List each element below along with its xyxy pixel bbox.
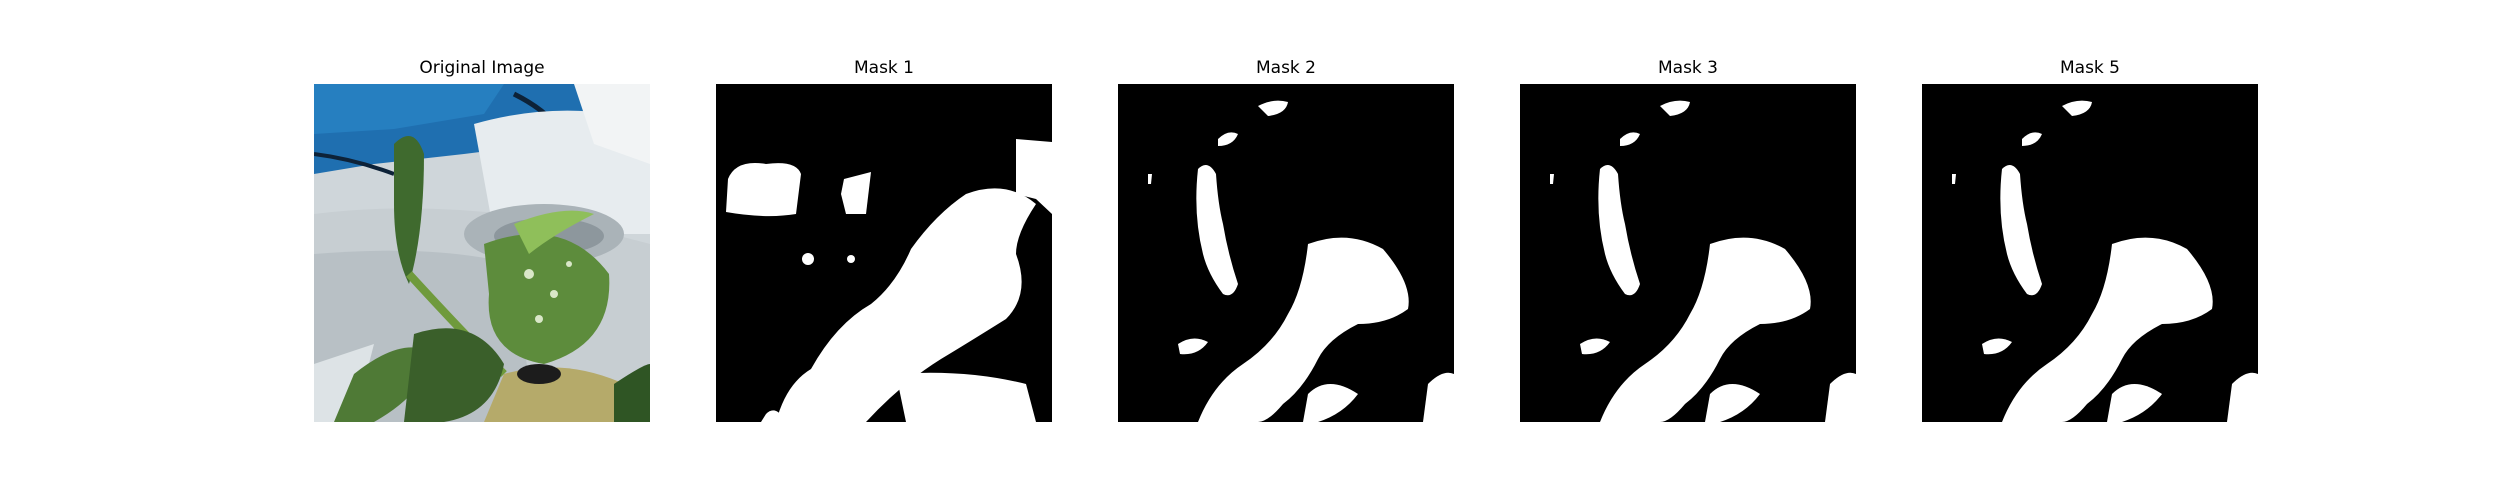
mask-3-image [1520, 84, 1856, 422]
mask-2-panel: Mask 2 [1118, 57, 1454, 422]
panel-title-mask-5: Mask 5 [2059, 58, 2120, 78]
panel-title-mask-3: Mask 3 [1657, 58, 1718, 78]
mask-2-image [1118, 84, 1454, 422]
mask-3-panel: Mask 3 [1520, 57, 1856, 422]
panel-title-mask-1: Mask 1 [853, 58, 914, 78]
panel-title-mask-2: Mask 2 [1255, 58, 1316, 78]
mask-5-image [1922, 84, 2258, 422]
mask-1-image [716, 84, 1052, 422]
mask-5-panel: Mask 5 [1922, 57, 2258, 422]
original-image-panel: Original Image [314, 57, 650, 422]
mask-1-panel: Mask 1 [716, 57, 1052, 422]
panel-title-original-image: Original Image [419, 58, 545, 78]
original-plant-photo [314, 84, 650, 422]
